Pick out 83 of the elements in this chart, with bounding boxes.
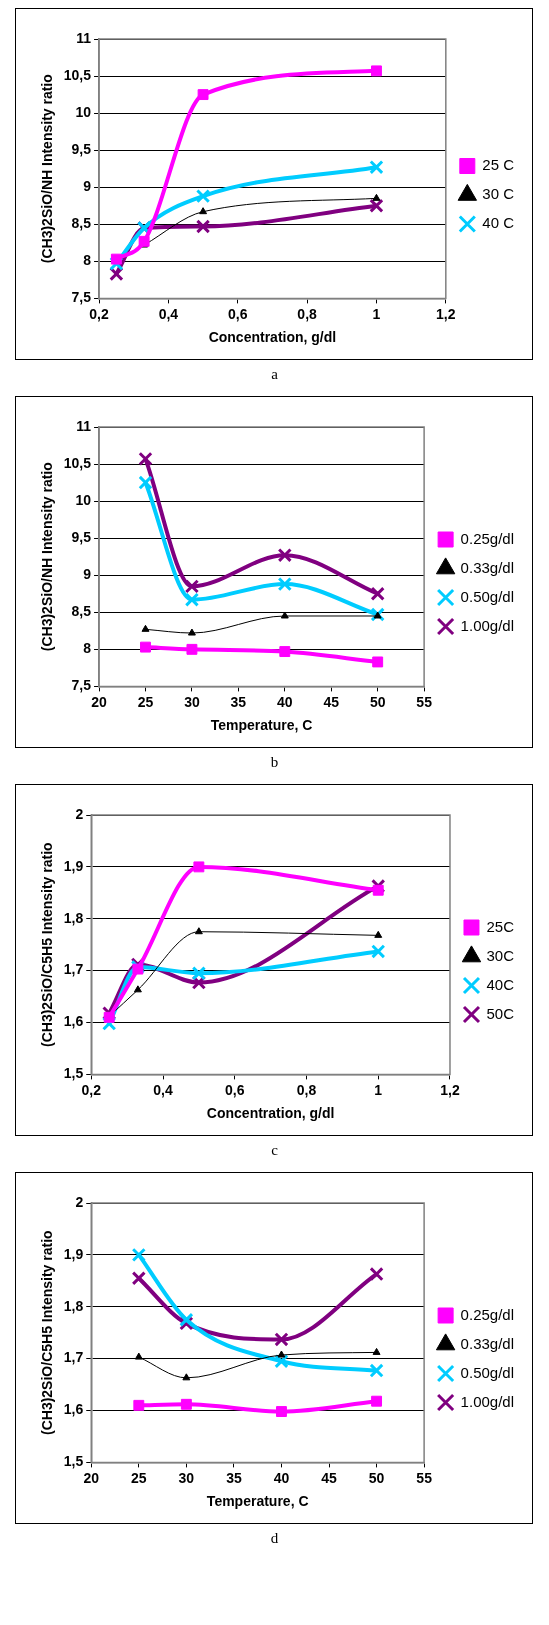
text: c xyxy=(270,1141,279,1160)
legend-label: 50C xyxy=(485,1004,514,1022)
legend-label: 0.50g/dl xyxy=(460,587,514,605)
x-tick-label: 0,2 xyxy=(88,305,109,322)
y-axis-title: (CH3)2SiO/C5H5 Intensity ratio xyxy=(38,842,55,1047)
x-tick-label: 0,6 xyxy=(227,305,248,322)
y-tick-label: 9 xyxy=(82,178,91,195)
x-tick-label: 45 xyxy=(322,693,339,710)
text: a xyxy=(270,365,279,384)
x-tick-label: 1 xyxy=(372,305,381,322)
x-tick-label: 0,8 xyxy=(296,305,317,322)
y-tick-label: 10 xyxy=(74,491,91,508)
y-tick-label: 1,7 xyxy=(63,961,83,978)
x-tick-label: 55 xyxy=(415,1469,432,1486)
x-axis-title: Concentration, g/dl xyxy=(208,329,336,346)
legend-label: 25 C xyxy=(481,156,514,174)
legend-label: 0.25g/dl xyxy=(460,529,514,547)
x-tick-label: 25 xyxy=(137,693,153,710)
x-tick-label: 45 xyxy=(320,1469,337,1486)
x-tick-label: 55 xyxy=(415,693,432,710)
y-tick-label: 1,9 xyxy=(63,857,83,874)
y-tick-label: 1,6 xyxy=(63,1401,83,1418)
y-tick-label: 8,5 xyxy=(71,603,91,620)
legend-label: 0.33g/dl xyxy=(460,558,514,576)
y-tick-label: 1,8 xyxy=(63,1297,83,1314)
x-tick-label: 20 xyxy=(82,1469,99,1486)
y-tick-label: 7,5 xyxy=(71,289,91,306)
y-axis-title: (CH3)2SiO/C5H5 Intensity ratio xyxy=(38,1230,55,1435)
legend-label: 40 C xyxy=(481,214,514,232)
legend-label: 0.33g/dl xyxy=(460,1334,514,1352)
x-tick-label: 40 xyxy=(273,1469,289,1486)
legend-label: 0.25g/dl xyxy=(460,1305,514,1323)
y-tick-label: 2 xyxy=(74,1193,83,1210)
x-tick-label: 50 xyxy=(369,693,386,710)
y-tick-label: 9 xyxy=(82,566,91,583)
x-tick-label: 1 xyxy=(373,1081,382,1098)
x-tick-label: 0,2 xyxy=(81,1081,101,1098)
y-tick-label: 10 xyxy=(74,103,91,120)
y-tick-label: 11 xyxy=(75,417,91,434)
x-tick-label: 25 xyxy=(130,1469,147,1486)
x-tick-label: 50 xyxy=(368,1469,385,1486)
y-tick-label: 9,5 xyxy=(71,529,91,546)
x-tick-label: 30 xyxy=(183,693,200,710)
y-tick-label: 7,5 xyxy=(71,677,91,694)
text: b xyxy=(269,753,280,772)
y-tick-label: 8 xyxy=(82,640,91,657)
x-tick-label: 30 xyxy=(178,1469,194,1486)
legend-label: 30 C xyxy=(481,185,514,203)
y-tick-label: 11 xyxy=(75,29,91,46)
x-axis-title: Temperature, C xyxy=(206,1493,309,1510)
y-tick-label: 10,5 xyxy=(63,454,91,471)
legend-label: 30C xyxy=(485,946,514,964)
y-tick-label: 1,5 xyxy=(63,1065,83,1082)
x-tick-label: 40 xyxy=(276,693,293,710)
y-tick-label: 1,8 xyxy=(63,909,83,926)
x-tick-label: 0,8 xyxy=(296,1081,316,1098)
x-axis-title: Temperature, C xyxy=(210,717,312,734)
y-axis-title: (CH3)2SiO/NH Intensity ratio xyxy=(38,74,55,264)
y-tick-label: 8,5 xyxy=(71,215,91,232)
text: d xyxy=(269,1529,280,1548)
y-tick-label: 9,5 xyxy=(71,141,91,158)
legend-label: 1.00g/dl xyxy=(460,1392,514,1410)
x-tick-label: 35 xyxy=(225,1469,242,1486)
y-tick-label: 1,5 xyxy=(63,1453,83,1470)
y-tick-label: 1,9 xyxy=(63,1245,83,1262)
legend-label: 1.00g/dl xyxy=(460,616,514,634)
x-tick-label: 35 xyxy=(230,693,246,710)
y-tick-label: 8 xyxy=(82,252,91,269)
legend-label: 25C xyxy=(485,917,514,935)
y-axis-title: (CH3)2SiO/NH Intensity ratio xyxy=(38,462,55,652)
x-tick-label: 0,4 xyxy=(158,305,178,322)
y-tick-label: 1,6 xyxy=(63,1013,83,1030)
x-axis-title: Concentration, g/dl xyxy=(206,1105,334,1122)
x-tick-label: 20 xyxy=(90,693,107,710)
y-tick-label: 10,5 xyxy=(63,66,91,83)
x-tick-label: 0,4 xyxy=(152,1081,173,1098)
x-tick-label: 0,6 xyxy=(224,1081,245,1098)
x-tick-label: 1,2 xyxy=(439,1081,460,1098)
legend-label: 40C xyxy=(485,975,514,993)
y-tick-label: 1,7 xyxy=(63,1349,83,1366)
x-tick-label: 1,2 xyxy=(435,305,456,322)
legend-label: 0.50g/dl xyxy=(460,1363,514,1381)
y-tick-label: 2 xyxy=(74,805,83,822)
